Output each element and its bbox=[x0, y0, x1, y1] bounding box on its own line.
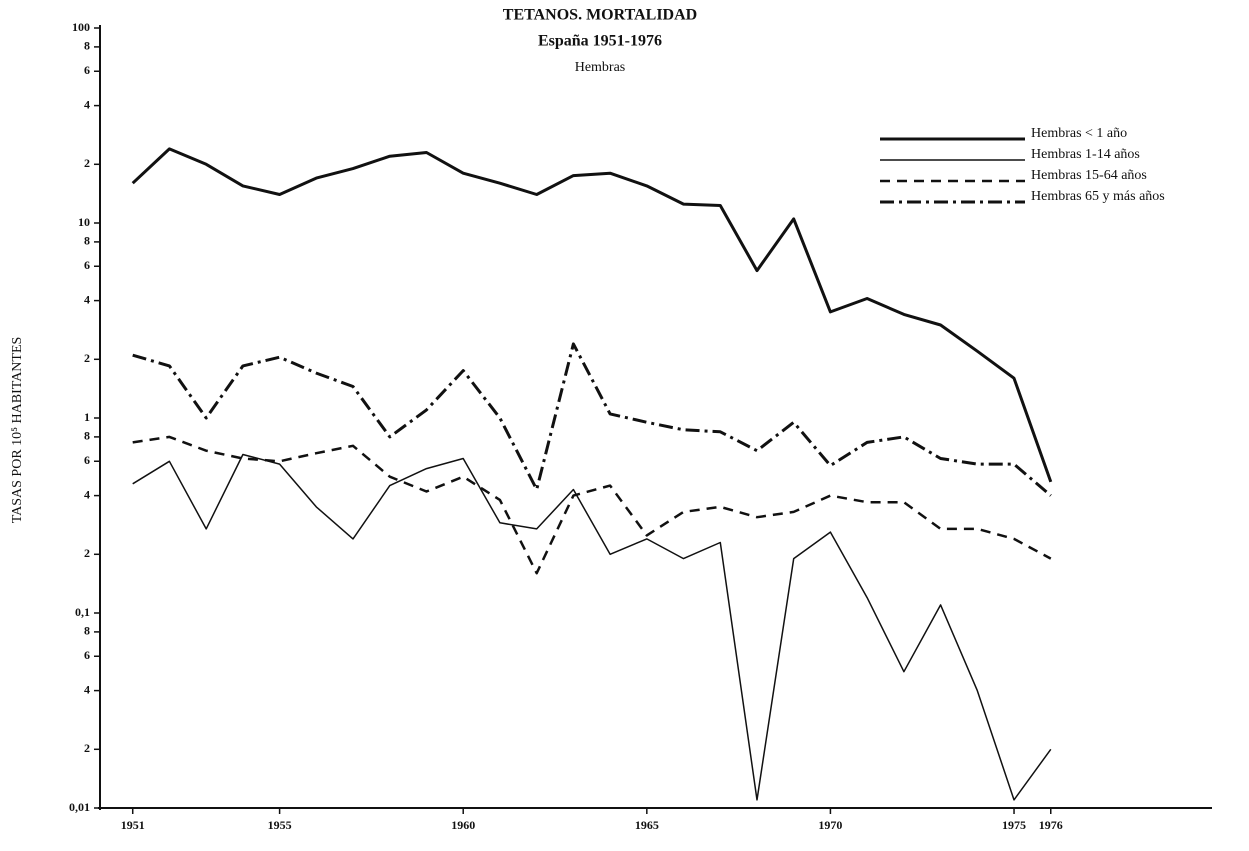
y-tick-label: 10 bbox=[78, 215, 90, 229]
y-tick-label: 2 bbox=[84, 546, 90, 560]
chart-subtitle: España 1951-1976 bbox=[538, 33, 662, 50]
y-tick-label: 8 bbox=[84, 429, 90, 443]
series-line bbox=[132, 453, 1052, 801]
legend-label: Hembras < 1 año bbox=[1031, 126, 1127, 141]
x-tick-label: 1955 bbox=[268, 818, 292, 832]
y-tick-label: 4 bbox=[84, 487, 90, 501]
y-axis-label: TASAS POR 10⁵ HABITANTES bbox=[10, 337, 25, 524]
y-tick-label: 1 bbox=[84, 410, 90, 424]
x-tick-label: 1960 bbox=[451, 818, 475, 832]
x-tick-label: 1951 bbox=[121, 818, 145, 832]
y-tick-label: 0,1 bbox=[75, 605, 90, 619]
x-tick-label: 1970 bbox=[818, 818, 842, 832]
y-tick-label: 2 bbox=[84, 351, 90, 365]
y-tick-label: 100 bbox=[72, 20, 90, 34]
chart-subtitle: Hembras bbox=[575, 60, 626, 75]
series-line bbox=[132, 435, 1052, 575]
y-tick-label: 0,01 bbox=[69, 800, 90, 814]
legend-label: Hembras 65 y más años bbox=[1031, 189, 1165, 204]
y-tick-label: 8 bbox=[84, 624, 90, 638]
x-tick-label: 1975 bbox=[1002, 818, 1026, 832]
legend-label: Hembras 15-64 años bbox=[1031, 168, 1147, 183]
series-line bbox=[131, 147, 1053, 483]
y-tick-label: 6 bbox=[84, 648, 90, 662]
y-tick-label: 4 bbox=[84, 682, 90, 696]
y-tick-label: 8 bbox=[84, 39, 90, 53]
x-tick-label: 1965 bbox=[635, 818, 659, 832]
x-tick-label: 1976 bbox=[1039, 818, 1063, 832]
y-tick-label: 4 bbox=[84, 292, 90, 306]
y-tick-label: 6 bbox=[84, 258, 90, 272]
y-tick-label: 4 bbox=[84, 97, 90, 111]
y-tick-label: 2 bbox=[84, 741, 90, 755]
series-line bbox=[132, 342, 1052, 497]
y-tick-label: 6 bbox=[84, 63, 90, 77]
chart-title: TETANOS. MORTALIDAD bbox=[503, 7, 697, 24]
y-tick-label: 2 bbox=[84, 156, 90, 170]
y-tick-label: 6 bbox=[84, 453, 90, 467]
y-tick-label: 8 bbox=[84, 234, 90, 248]
legend-label: Hembras 1-14 años bbox=[1031, 147, 1140, 162]
